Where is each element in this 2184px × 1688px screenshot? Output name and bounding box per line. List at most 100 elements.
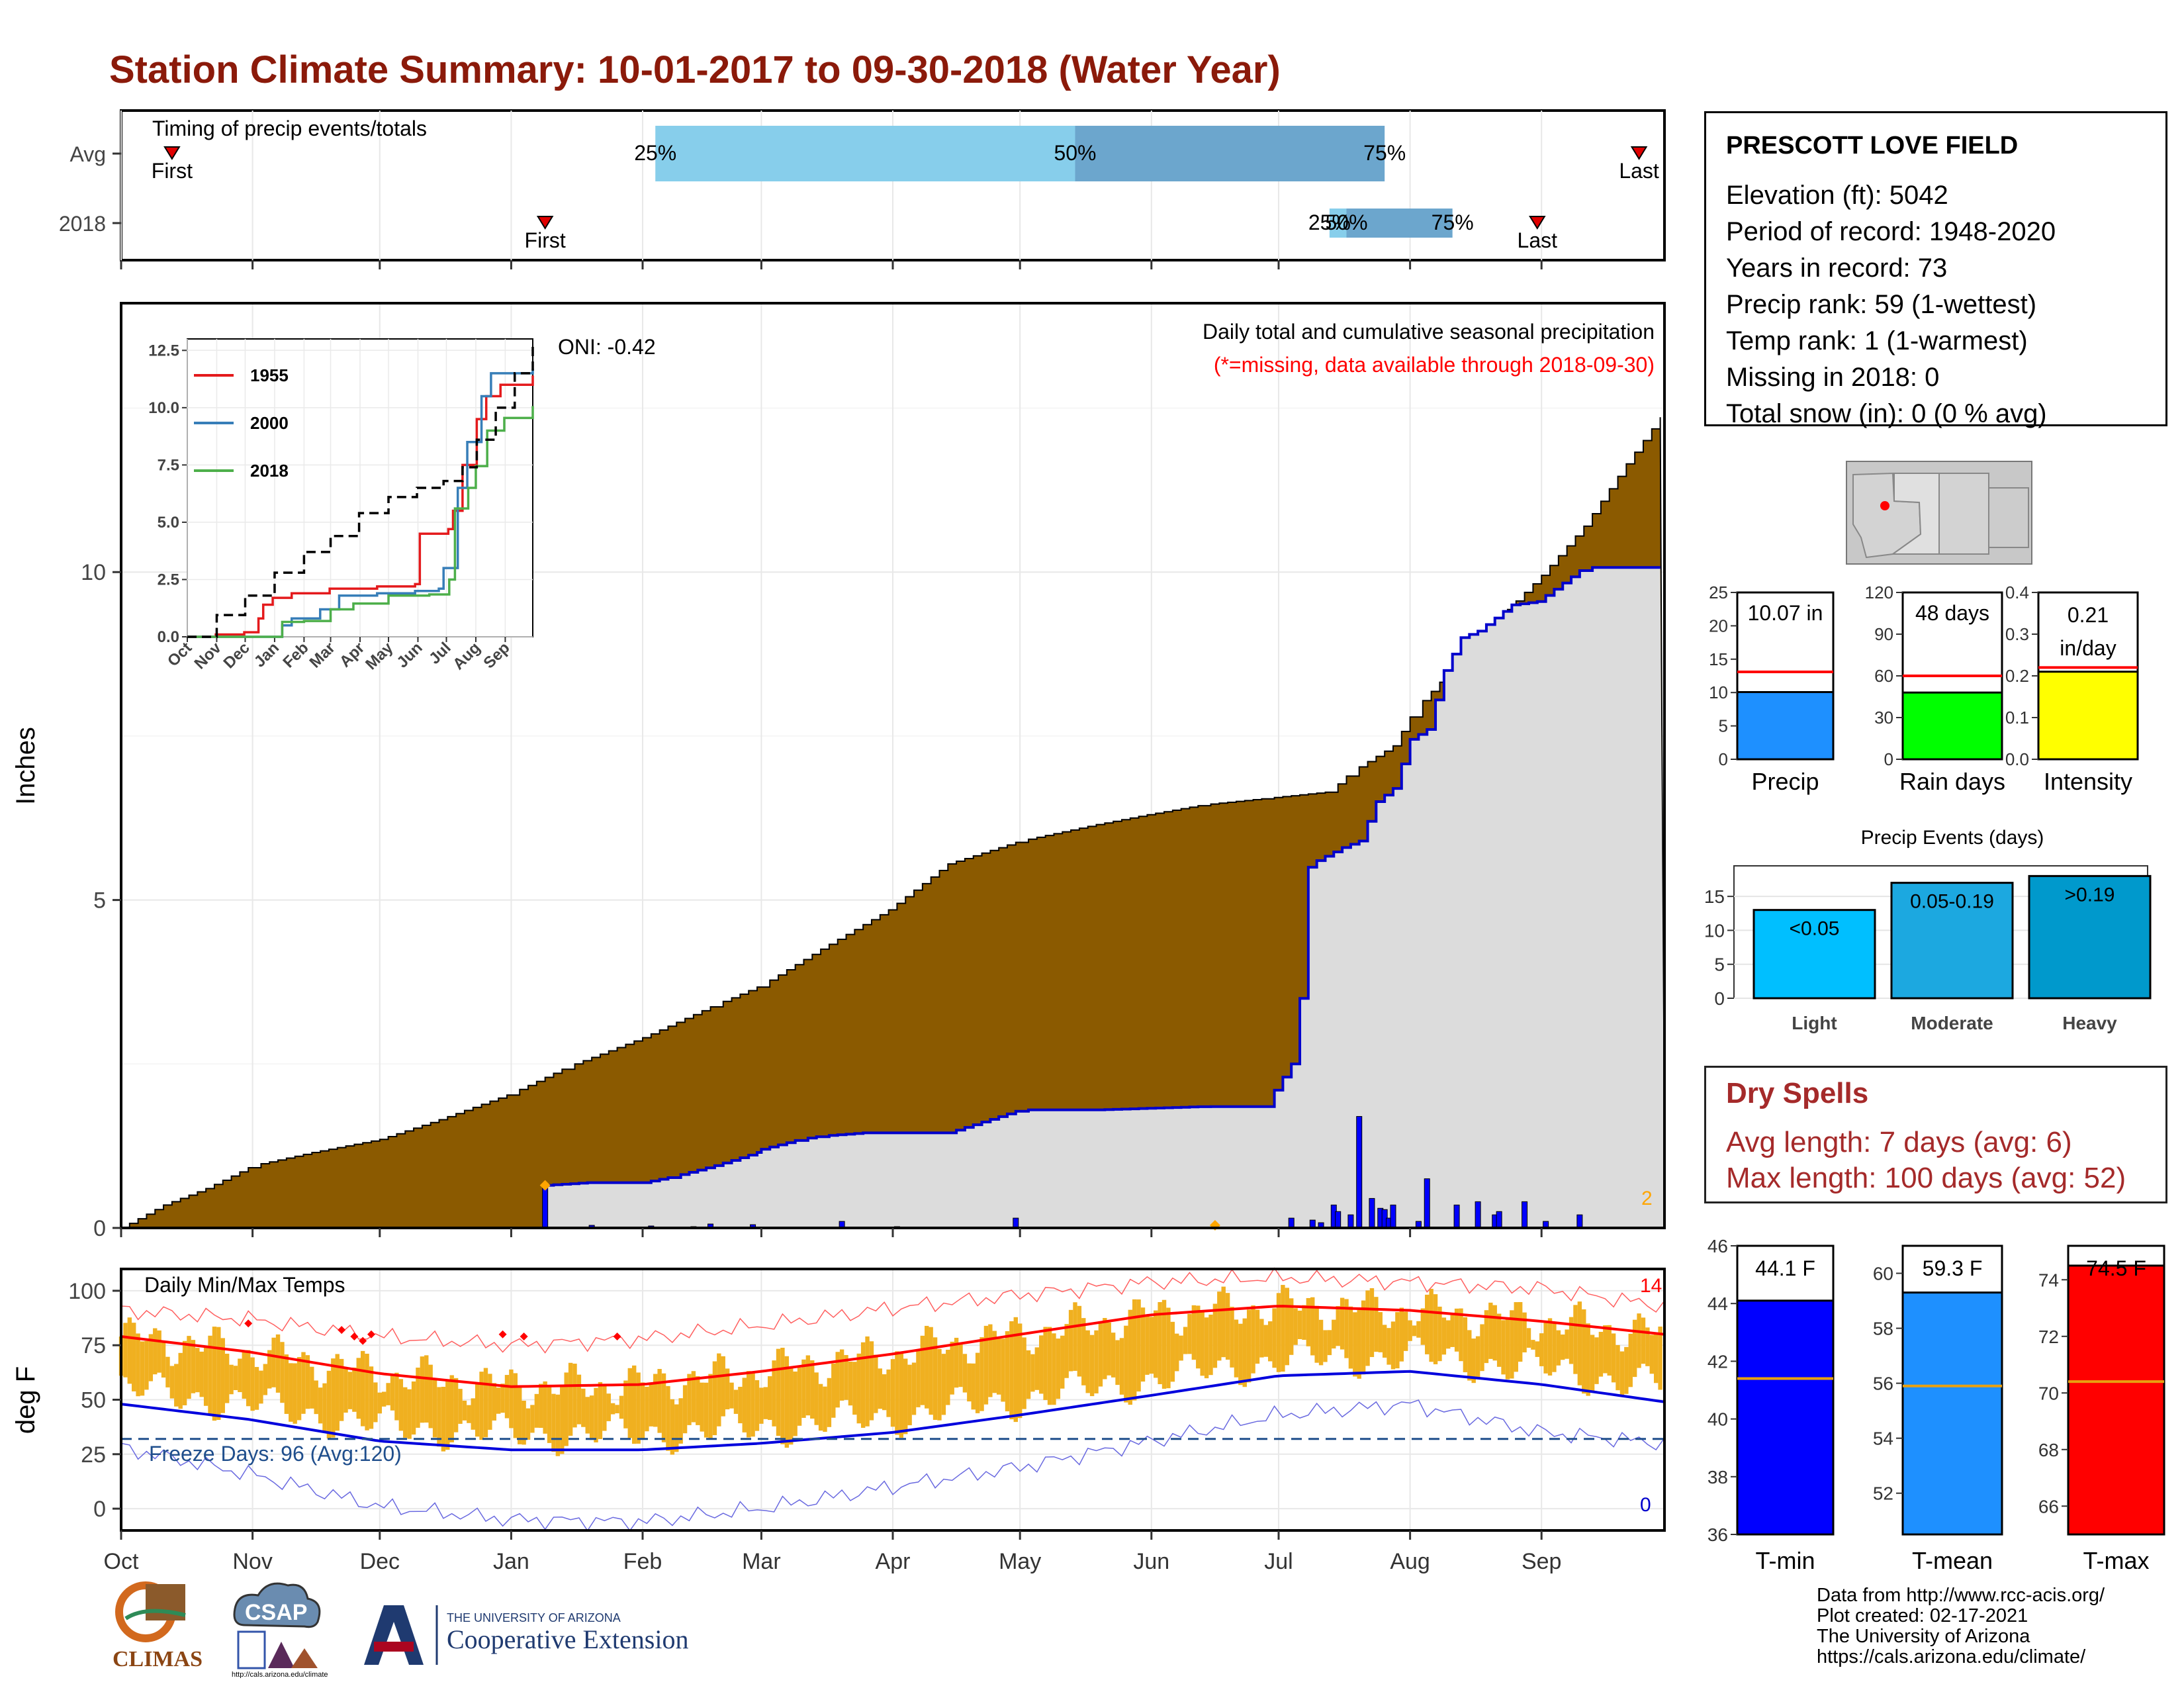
station-temp-rank: Temp rank: 1 (1-warmest) bbox=[1726, 326, 2028, 355]
events-ytick-label: 15 bbox=[1704, 886, 1725, 907]
daily-temp-bar bbox=[513, 1373, 518, 1438]
record-high-marker bbox=[359, 1336, 367, 1345]
daily-temp-bar bbox=[983, 1325, 989, 1405]
daily-temp-bar bbox=[326, 1370, 332, 1439]
daily-temp-bar bbox=[810, 1360, 815, 1419]
daily-temp-bar bbox=[916, 1350, 921, 1407]
daily-temp-bar bbox=[602, 1384, 607, 1431]
daily-temp-bar bbox=[352, 1367, 357, 1412]
temp-bar-ytick-label: 36 bbox=[1707, 1524, 1728, 1545]
dry-spells-max: Max length: 100 days (avg: 52) bbox=[1726, 1162, 2126, 1194]
climas-logo: CLIMAS bbox=[113, 1581, 203, 1671]
daily-temp-bar bbox=[661, 1373, 666, 1442]
daily-temp-bar bbox=[933, 1337, 938, 1420]
daily-temp-bar bbox=[1607, 1325, 1612, 1376]
timing-bar-50-75 bbox=[1346, 209, 1453, 238]
daily-temp-bar bbox=[250, 1357, 255, 1411]
csap-logo-url: http://cals.arizona.edu/climate bbox=[232, 1671, 328, 1678]
daily-temp-bar bbox=[1140, 1307, 1146, 1382]
daily-temp-bar bbox=[1081, 1318, 1086, 1385]
daily-temp-bar bbox=[1480, 1324, 1484, 1372]
temp-bar-ytick-label: 66 bbox=[2038, 1496, 2059, 1517]
daily-temp-bar bbox=[1310, 1297, 1315, 1356]
temp-bar-ytick-label: 52 bbox=[1873, 1483, 1893, 1504]
inset-legend-label: 1955 bbox=[250, 365, 289, 385]
daily-temp-bar bbox=[1501, 1320, 1506, 1375]
record-high-line bbox=[120, 1267, 1665, 1354]
daily-temp-bar bbox=[1297, 1310, 1302, 1339]
daily-temp-bar bbox=[488, 1374, 492, 1430]
daily-temp-bar bbox=[369, 1366, 374, 1429]
daily-temp-bar bbox=[199, 1351, 204, 1397]
daily-temp-bar bbox=[1251, 1305, 1255, 1374]
avg-tmin-line bbox=[120, 1370, 1665, 1452]
credit-plot-date: Plot created: 02-17-2021 bbox=[1817, 1605, 2028, 1626]
daily-temp-bar bbox=[712, 1361, 717, 1436]
events-bar-label: 0.05-0.19 bbox=[1910, 891, 1994, 913]
daily-temp-bar bbox=[224, 1354, 230, 1403]
daily-temp-bar bbox=[1263, 1325, 1268, 1357]
timing-bar-25-50 bbox=[1329, 209, 1347, 238]
daily-temp-bar bbox=[246, 1350, 251, 1407]
inset-ytick-label: 5.0 bbox=[158, 514, 179, 532]
daily-temp-bar bbox=[1645, 1327, 1650, 1366]
daily-temp-bar bbox=[1641, 1317, 1646, 1364]
daily-temp-bar bbox=[1183, 1327, 1188, 1354]
daily-temp-bar bbox=[920, 1335, 925, 1405]
daily-temp-bar bbox=[153, 1328, 158, 1375]
daily-temp-bar bbox=[1052, 1333, 1056, 1405]
daily-temp-bar bbox=[305, 1355, 310, 1409]
daily-temp-bar bbox=[988, 1324, 993, 1397]
daily-temp-bar bbox=[1281, 1285, 1285, 1372]
daily-temp-bar bbox=[1344, 1299, 1349, 1358]
daily-temp-bar bbox=[1073, 1302, 1077, 1371]
daily-temp-bar bbox=[127, 1317, 132, 1384]
daily-temp-bar bbox=[284, 1354, 289, 1414]
daily-temp-bar bbox=[962, 1354, 968, 1393]
daily-temp-bar bbox=[1365, 1290, 1370, 1366]
daily-temp-bar bbox=[1306, 1297, 1311, 1346]
daily-temp-bar bbox=[343, 1367, 348, 1413]
daily-precip-bar bbox=[1496, 1211, 1502, 1229]
daily-temp-bar bbox=[1492, 1305, 1497, 1361]
daily-temp-bar bbox=[742, 1378, 747, 1432]
temp-bar-ytick-label: 74 bbox=[2038, 1270, 2059, 1290]
daily-temp-bar bbox=[725, 1368, 730, 1410]
daily-temp-bar bbox=[1030, 1354, 1035, 1392]
daily-temp-bar bbox=[721, 1356, 725, 1417]
daily-temp-bar bbox=[382, 1391, 387, 1407]
month-label-aug: Aug bbox=[1390, 1549, 1430, 1574]
station-info-box: PRESCOTT LOVE FIELD Elevation (ft): 5042… bbox=[1704, 111, 2167, 428]
timing-last-marker bbox=[1529, 216, 1546, 230]
daily-temp-bar bbox=[462, 1400, 467, 1421]
daily-temp-bar bbox=[1535, 1341, 1540, 1357]
daily-temp-bar bbox=[860, 1342, 866, 1428]
daily-temp-bar bbox=[1085, 1330, 1090, 1393]
daily-temp-bar bbox=[165, 1356, 170, 1387]
daily-temp-bar bbox=[890, 1359, 895, 1427]
daily-temp-bar bbox=[169, 1366, 175, 1399]
daily-temp-bar bbox=[1327, 1330, 1332, 1356]
daily-temp-bar bbox=[768, 1376, 772, 1421]
timing-bar-25-50 bbox=[655, 126, 1075, 181]
daily-temp-bar bbox=[925, 1325, 929, 1409]
month-label-mar: Mar bbox=[742, 1549, 781, 1574]
daily-temp-bar bbox=[967, 1363, 972, 1402]
daily-temp-bar bbox=[1221, 1286, 1226, 1358]
daily-temp-bar bbox=[1547, 1318, 1553, 1376]
daily-temp-bar bbox=[696, 1376, 700, 1425]
timing-last-label: Last bbox=[1518, 228, 1558, 252]
temp-bar-ytick-label: 44 bbox=[1707, 1293, 1728, 1314]
daily-temp-bar bbox=[525, 1408, 531, 1440]
daily-temp-bar bbox=[377, 1392, 383, 1414]
daily-temp-bar bbox=[1047, 1327, 1052, 1405]
daily-temp-bar bbox=[296, 1357, 302, 1421]
daily-temp-bar bbox=[280, 1342, 285, 1403]
daily-temp-bar bbox=[878, 1368, 882, 1409]
daily-temp-bar bbox=[1259, 1319, 1264, 1358]
daily-temp-bar bbox=[1314, 1305, 1319, 1363]
daily-temp-bar bbox=[1586, 1323, 1590, 1396]
record-high-marker bbox=[338, 1326, 346, 1335]
daily-temp-bar bbox=[1230, 1307, 1234, 1368]
daily-temp-bar bbox=[1348, 1306, 1353, 1369]
